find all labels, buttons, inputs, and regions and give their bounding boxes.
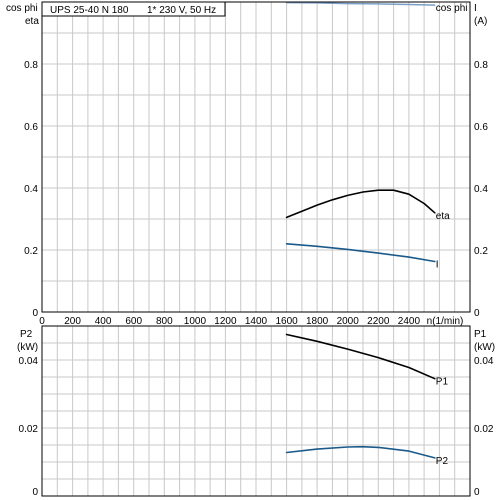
y-right-tick-label: 0.04 <box>474 356 494 367</box>
bottom-plot-frame <box>41 325 471 497</box>
x-tick-label: 400 <box>95 316 112 327</box>
x-tick-label: 2400 <box>398 316 421 327</box>
y-left-tick-label: 0.2 <box>24 246 38 257</box>
top-plot-frame <box>41 1 471 313</box>
y-right-tick-label: 0.2 <box>474 246 488 257</box>
y-left-tick-label: 0.6 <box>24 122 38 133</box>
series-label-eta: eta <box>436 211 450 222</box>
y-left-tick-label: 0 <box>32 308 38 319</box>
x-tick-label: 600 <box>125 316 142 327</box>
y-right-tick-label: 0.8 <box>474 60 488 71</box>
y-left-tick-label: 0.4 <box>24 184 38 195</box>
y-left-tick-label: 0.02 <box>19 424 39 435</box>
y-right-label-unit: (A) <box>474 16 487 27</box>
y-left-label-p2-unit: (kW) <box>17 342 38 353</box>
x-tick-label: 2000 <box>337 316 360 327</box>
y-right-tick-label: 0.02 <box>474 424 494 435</box>
x-tick-label: 0 <box>39 316 45 327</box>
series-label-cos-phi: cos phi <box>436 3 468 14</box>
x-tick-label: 200 <box>64 316 81 327</box>
x-axis-label: n(1/min) <box>427 316 464 327</box>
series-label-p1: P1 <box>436 377 449 388</box>
chart-title: UPS 25-40 N 180 <box>50 5 129 16</box>
y-left-tick-label: 0.8 <box>24 60 38 71</box>
bottom-grid <box>42 326 470 496</box>
x-tick-label: 1200 <box>214 316 237 327</box>
x-tick-label: 800 <box>156 316 173 327</box>
y-right-label-p1-unit: (kW) <box>474 342 495 353</box>
y-right-tick-label: 0.6 <box>474 122 488 133</box>
y-right-tick-label: 0 <box>474 487 480 498</box>
y-left-label-p2: P2 <box>20 329 33 340</box>
x-tick-label: 2200 <box>367 316 390 327</box>
title-box <box>41 1 226 17</box>
series-line-cos-phi <box>285 1 436 6</box>
series-line-i <box>285 243 436 263</box>
top-grid <box>42 2 470 312</box>
series-label-i: I <box>436 260 439 271</box>
y-right-label-p1: P1 <box>474 329 487 340</box>
y-right-tick-label: 0.4 <box>474 184 488 195</box>
chart-subtitle: 1* 230 V, 50 Hz <box>147 5 216 16</box>
series-layer: cos phi eta I P1 P2 <box>285 1 468 467</box>
x-tick-label: 1600 <box>275 316 298 327</box>
x-tick-label: 1000 <box>184 316 207 327</box>
series-label-p2: P2 <box>436 456 449 467</box>
tick-layer: 0 200 400 600 800 1000 1200 1400 1600 1800 2000 220… <box>19 60 494 498</box>
series-line-p2 <box>285 445 436 459</box>
x-tick-label: 1800 <box>306 316 329 327</box>
y-right-label-i: I <box>474 3 477 14</box>
series-line-p1 <box>285 333 436 380</box>
y-right-tick-label: 0 <box>474 308 480 319</box>
y-left-tick-label: 0 <box>32 487 38 498</box>
series-line-eta <box>285 189 436 219</box>
y-left-label-cosphi: cos phi <box>6 3 38 14</box>
y-left-tick-label: 0.04 <box>19 356 39 367</box>
y-left-label-eta: eta <box>25 16 39 27</box>
x-tick-label: 1400 <box>245 316 268 327</box>
